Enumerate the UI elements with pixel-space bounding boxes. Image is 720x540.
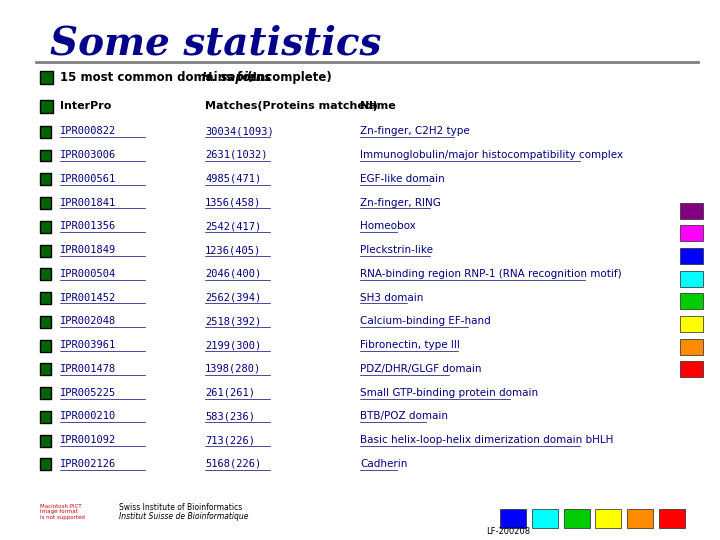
Text: IPR001849: IPR001849 [60, 245, 116, 255]
Text: IPR005225: IPR005225 [60, 388, 116, 397]
Text: Pleckstrin-like: Pleckstrin-like [360, 245, 433, 255]
Text: SH3 domain: SH3 domain [360, 293, 423, 302]
FancyBboxPatch shape [532, 509, 558, 528]
Text: Name: Name [360, 102, 396, 111]
Text: Zn-finger, RING: Zn-finger, RING [360, 198, 441, 207]
Text: 2542(417): 2542(417) [205, 221, 261, 231]
Text: Swiss Institute of Bioinformatics: Swiss Institute of Bioinformatics [119, 503, 242, 512]
Text: IPR000210: IPR000210 [60, 411, 116, 421]
Text: Macintosh PICT
Image format
is not supported: Macintosh PICT Image format is not suppo… [40, 504, 84, 520]
Text: Cadherin: Cadherin [360, 459, 408, 469]
Text: IPR002126: IPR002126 [60, 459, 116, 469]
Text: IPR003006: IPR003006 [60, 150, 116, 160]
Text: 1356(458): 1356(458) [205, 198, 261, 207]
Text: IPR001478: IPR001478 [60, 364, 116, 374]
FancyBboxPatch shape [40, 340, 51, 352]
Text: Homeobox: Homeobox [360, 221, 415, 231]
FancyBboxPatch shape [680, 339, 703, 355]
Text: Calcium-binding EF-hand: Calcium-binding EF-hand [360, 316, 491, 326]
FancyBboxPatch shape [680, 361, 703, 377]
FancyBboxPatch shape [40, 268, 51, 280]
Text: 1236(405): 1236(405) [205, 245, 261, 255]
Text: IPR000504: IPR000504 [60, 269, 116, 279]
Text: Immunoglobulin/major histocompatibility complex: Immunoglobulin/major histocompatibility … [360, 150, 623, 160]
Text: BTB/POZ domain: BTB/POZ domain [360, 411, 448, 421]
Text: IPR000822: IPR000822 [60, 126, 116, 136]
Text: 1398(280): 1398(280) [205, 364, 261, 374]
FancyBboxPatch shape [680, 248, 703, 264]
FancyBboxPatch shape [40, 71, 53, 84]
Text: IPR001356: IPR001356 [60, 221, 116, 231]
FancyBboxPatch shape [40, 458, 51, 470]
FancyBboxPatch shape [40, 245, 51, 256]
FancyBboxPatch shape [659, 509, 685, 528]
FancyBboxPatch shape [40, 173, 51, 185]
Text: RNA-binding region RNP-1 (RNA recognition motif): RNA-binding region RNP-1 (RNA recognitio… [360, 269, 621, 279]
FancyBboxPatch shape [680, 225, 703, 241]
Text: 2631(1032): 2631(1032) [205, 150, 268, 160]
FancyBboxPatch shape [40, 435, 51, 447]
Text: 2046(400): 2046(400) [205, 269, 261, 279]
Text: Matches(Proteins matched): Matches(Proteins matched) [205, 102, 378, 111]
FancyBboxPatch shape [40, 411, 51, 423]
Text: 4985(471): 4985(471) [205, 174, 261, 184]
Text: IPR001092: IPR001092 [60, 435, 116, 445]
Text: 583(236): 583(236) [205, 411, 255, 421]
FancyBboxPatch shape [40, 100, 53, 113]
Text: 30034(1093): 30034(1093) [205, 126, 274, 136]
Text: Small GTP-binding protein domain: Small GTP-binding protein domain [360, 388, 538, 397]
Text: Fibronectin, type III: Fibronectin, type III [360, 340, 460, 350]
Text: IPR001452: IPR001452 [60, 293, 116, 302]
Text: (Incomplete): (Incomplete) [243, 71, 332, 84]
Text: IPR003961: IPR003961 [60, 340, 116, 350]
FancyBboxPatch shape [564, 509, 590, 528]
Text: IPR000561: IPR000561 [60, 174, 116, 184]
FancyBboxPatch shape [40, 221, 51, 233]
Text: EGF-like domain: EGF-like domain [360, 174, 445, 184]
FancyBboxPatch shape [680, 202, 703, 219]
Text: Zn-finger, C2H2 type: Zn-finger, C2H2 type [360, 126, 469, 136]
FancyBboxPatch shape [627, 509, 653, 528]
FancyBboxPatch shape [595, 509, 621, 528]
FancyBboxPatch shape [40, 292, 51, 304]
FancyBboxPatch shape [40, 316, 51, 328]
Text: 2199(300): 2199(300) [205, 340, 261, 350]
Text: Some statistics: Some statistics [50, 24, 382, 62]
FancyBboxPatch shape [40, 363, 51, 375]
Text: PDZ/DHR/GLGF domain: PDZ/DHR/GLGF domain [360, 364, 482, 374]
FancyBboxPatch shape [680, 271, 703, 287]
Text: IPR002048: IPR002048 [60, 316, 116, 326]
Text: LF-200208: LF-200208 [486, 527, 530, 536]
Text: InterPro: InterPro [60, 102, 111, 111]
Text: 2562(394): 2562(394) [205, 293, 261, 302]
Text: 713(226): 713(226) [205, 435, 255, 445]
Text: 15 most common domains for: 15 most common domains for [60, 71, 260, 84]
Text: 5168(226): 5168(226) [205, 459, 261, 469]
Text: H. sapiens: H. sapiens [202, 71, 271, 84]
FancyBboxPatch shape [40, 197, 51, 209]
Text: 2518(392): 2518(392) [205, 316, 261, 326]
FancyBboxPatch shape [40, 126, 51, 138]
Text: Institut Suisse de Bioinformatique: Institut Suisse de Bioinformatique [119, 512, 248, 521]
Text: IPR001841: IPR001841 [60, 198, 116, 207]
Text: Basic helix-loop-helix dimerization domain bHLH: Basic helix-loop-helix dimerization doma… [360, 435, 613, 445]
FancyBboxPatch shape [40, 387, 51, 399]
FancyBboxPatch shape [680, 316, 703, 332]
Text: 261(261): 261(261) [205, 388, 255, 397]
FancyBboxPatch shape [680, 293, 703, 309]
FancyBboxPatch shape [40, 150, 51, 161]
FancyBboxPatch shape [500, 509, 526, 528]
